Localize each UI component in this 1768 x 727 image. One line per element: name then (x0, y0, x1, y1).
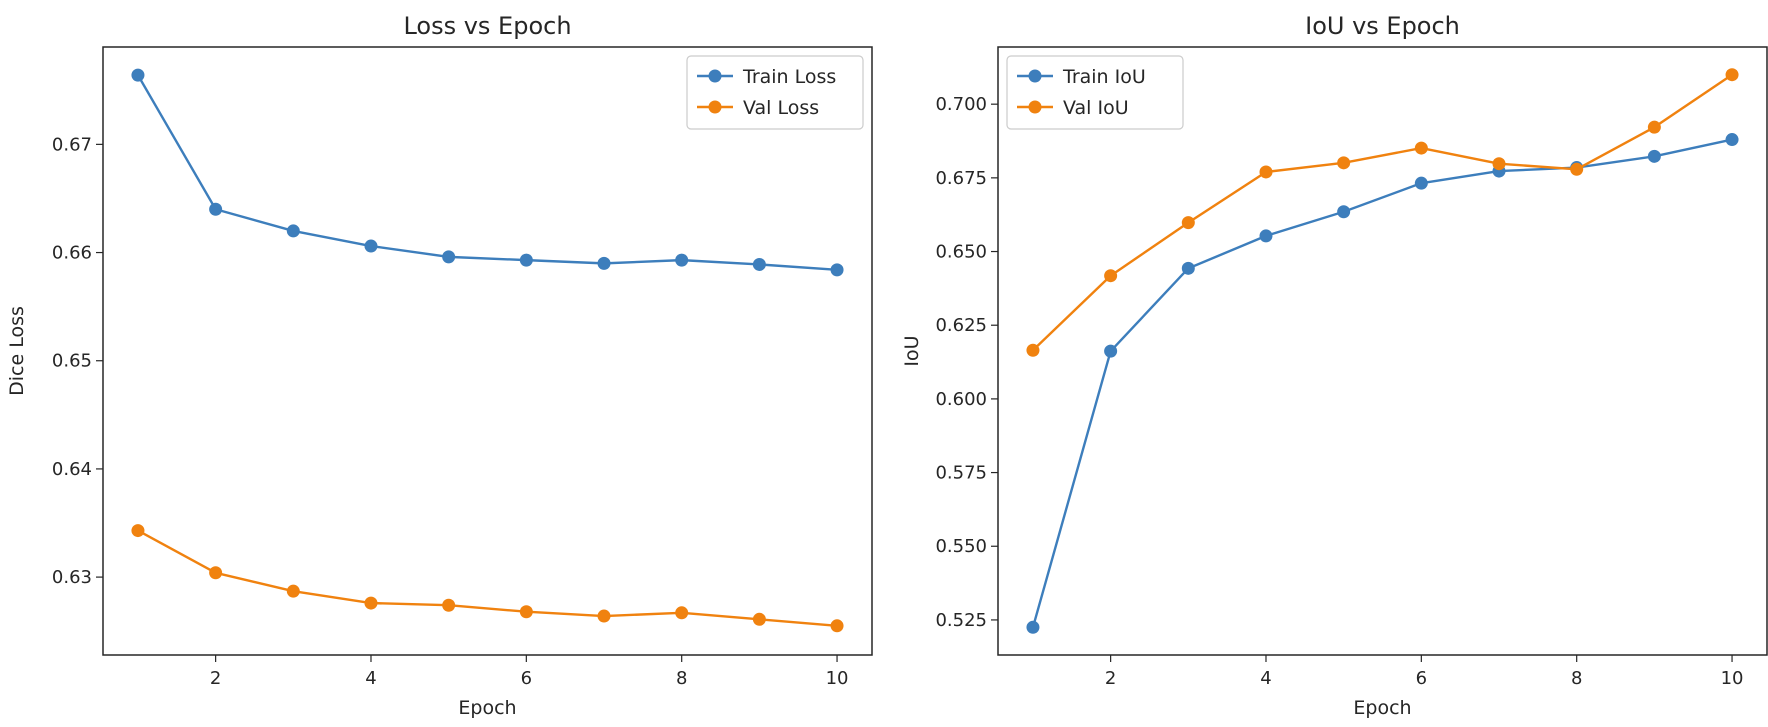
legend-label-train-iou: Train IoU (1062, 66, 1146, 88)
train-loss-point (675, 253, 689, 267)
val-iou-point (1725, 68, 1739, 82)
x-tick-label: 4 (1260, 668, 1271, 689)
val-loss-point (830, 619, 844, 633)
y-tick-label: 0.63 (52, 567, 92, 588)
plot-series (131, 68, 844, 633)
train-loss-point (519, 253, 533, 267)
train-loss-point (830, 263, 844, 277)
val-iou-point (1026, 343, 1040, 357)
x-tick-label: 10 (826, 668, 849, 689)
x-axis-ticks: 2 4 6 8 10 (210, 655, 849, 689)
x-tick-label: 6 (521, 668, 532, 689)
val-iou-point (1414, 141, 1428, 155)
val-loss-point (442, 598, 456, 612)
y-tick-label: 0.625 (935, 315, 987, 336)
val-loss-point (597, 609, 611, 623)
val-iou-point (1337, 156, 1351, 170)
y-tick-label: 0.600 (935, 389, 987, 410)
x-axis-label: Epoch (1353, 697, 1411, 719)
val-loss-point (209, 566, 223, 580)
plot-series (1026, 68, 1739, 634)
legend: Train Loss Val Loss (686, 55, 864, 130)
x-tick-label: 2 (210, 668, 221, 689)
train-iou-point (1026, 620, 1040, 634)
legend-label-val-loss: Val Loss (743, 97, 819, 119)
train-loss-point (209, 202, 223, 216)
val-iou-point (1259, 165, 1273, 179)
x-axis-ticks: 2 4 6 8 10 (1105, 655, 1744, 689)
y-axis-ticks: 0.525 0.550 0.575 0.600 0.625 0.650 0.675 0.700 (935, 94, 998, 631)
legend-marker-train-loss (708, 69, 722, 83)
train-iou-point (1337, 205, 1351, 219)
y-tick-label: 0.575 (935, 463, 987, 484)
y-tick-label: 0.67 (52, 134, 92, 155)
legend-marker-val-loss (708, 100, 722, 114)
plot-frame (102, 46, 873, 656)
x-tick-label: 6 (1416, 668, 1427, 689)
legend-box (686, 55, 864, 130)
train-iou-point (1414, 176, 1428, 190)
val-iou-point (1181, 216, 1195, 230)
legend-marker-train-iou (1028, 69, 1042, 83)
x-tick-label: 10 (1721, 668, 1744, 689)
train-loss-point (752, 257, 766, 271)
x-tick-label: 8 (676, 668, 687, 689)
val-loss-point (364, 596, 378, 610)
y-tick-label: 0.64 (52, 459, 92, 480)
legend: Train IoU Val IoU (1006, 55, 1184, 130)
loss-chart: Loss vs Epoch Epoch Dice Loss 2 4 6 8 10 0.6… (6, 12, 873, 719)
legend-label-val-iou: Val IoU (1063, 97, 1129, 119)
train-loss-point (286, 224, 300, 238)
val-loss-line (137, 529, 838, 627)
y-tick-label: 0.65 (52, 351, 92, 372)
x-axis-label: Epoch (458, 697, 516, 719)
x-tick-label: 4 (365, 668, 376, 689)
chart-title: IoU vs Epoch (1305, 12, 1460, 40)
y-axis-label: IoU (901, 335, 923, 366)
y-axis-ticks: 0.63 0.64 0.65 0.66 0.67 (52, 134, 103, 588)
legend-box (1006, 55, 1184, 130)
train-loss-point (131, 68, 145, 82)
legend-label-train-loss: Train Loss (742, 66, 836, 88)
val-loss-point (286, 584, 300, 598)
train-iou-point (1725, 133, 1739, 147)
y-tick-label: 0.66 (52, 243, 92, 264)
val-loss-point (519, 605, 533, 619)
iou-chart: IoU vs Epoch Epoch IoU 2 4 6 8 10 0.525 0.550… (901, 12, 1768, 719)
train-loss-point (597, 256, 611, 270)
y-axis-label: Dice Loss (6, 306, 28, 396)
x-tick-label: 8 (1571, 668, 1582, 689)
train-loss-point (442, 250, 456, 264)
train-iou-point (1181, 261, 1195, 275)
legend-marker-val-iou (1028, 100, 1042, 114)
val-iou-point (1104, 269, 1118, 283)
train-iou-point (1259, 229, 1273, 243)
train-iou-point (1647, 149, 1661, 163)
val-iou-point (1570, 162, 1584, 176)
train-iou-point (1104, 344, 1118, 358)
plot-frame (997, 46, 1768, 656)
train-loss-line (136, 74, 838, 272)
chart-title: Loss vs Epoch (403, 12, 571, 40)
y-tick-label: 0.700 (935, 94, 987, 115)
y-tick-label: 0.675 (935, 168, 987, 189)
y-tick-label: 0.650 (935, 242, 987, 263)
train-iou-line (1031, 138, 1733, 628)
val-loss-point (752, 612, 766, 626)
val-loss-point (131, 524, 145, 538)
train-loss-point (364, 239, 378, 253)
val-iou-point (1492, 157, 1506, 171)
x-tick-label: 2 (1105, 668, 1116, 689)
y-tick-label: 0.550 (935, 536, 987, 557)
y-tick-label: 0.525 (935, 610, 987, 631)
val-loss-point (675, 606, 689, 620)
val-iou-point (1647, 120, 1661, 134)
val-iou-line (1032, 73, 1733, 352)
